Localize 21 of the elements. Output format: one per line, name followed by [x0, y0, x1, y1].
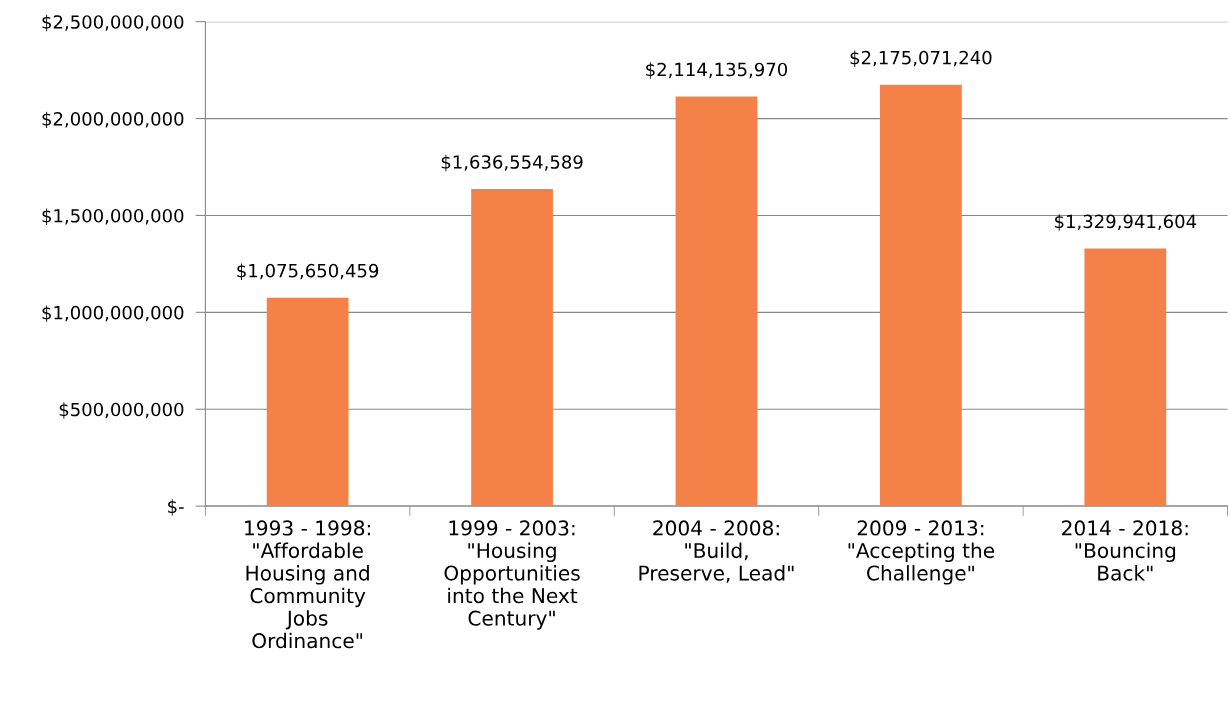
data-label: $1,075,650,459 — [237, 263, 379, 280]
y-tick-label: $2,500,000,000 — [42, 14, 184, 32]
data-label: $2,175,071,240 — [850, 50, 992, 67]
x-tick-label: 2014 - 2018: "Bouncing Back" — [1062, 520, 1188, 581]
y-tick-label: $- — [168, 499, 184, 516]
data-label: $2,114,135,970 — [646, 62, 788, 79]
bar — [1084, 248, 1167, 507]
y-tick-label: $500,000,000 — [59, 402, 184, 419]
y-tick-label: $2,000,000,000 — [42, 111, 184, 129]
data-label: $1,636,554,589 — [441, 154, 583, 172]
y-tick-label: $1,500,000,000 — [42, 208, 184, 225]
bar — [880, 84, 962, 507]
x-tick-label: 2009 - 2013: "Accepting the Challenge" — [848, 520, 995, 585]
bar — [471, 188, 553, 507]
bar — [675, 96, 758, 507]
bar — [266, 297, 349, 507]
x-tick-label: 2004 - 2008: "Build, Preserve, Lead" — [639, 520, 794, 583]
x-tick-label: 1993 - 1998: "Affordable Housing and Community Jobs Ordinance" — [245, 520, 370, 649]
data-label: $1,329,941,604 — [1055, 214, 1197, 231]
y-tick-label: $1,000,000,000 — [42, 305, 184, 322]
x-tick-label: 1999 - 2003: "Housing Opportunities into the Next Century" — [444, 520, 580, 630]
